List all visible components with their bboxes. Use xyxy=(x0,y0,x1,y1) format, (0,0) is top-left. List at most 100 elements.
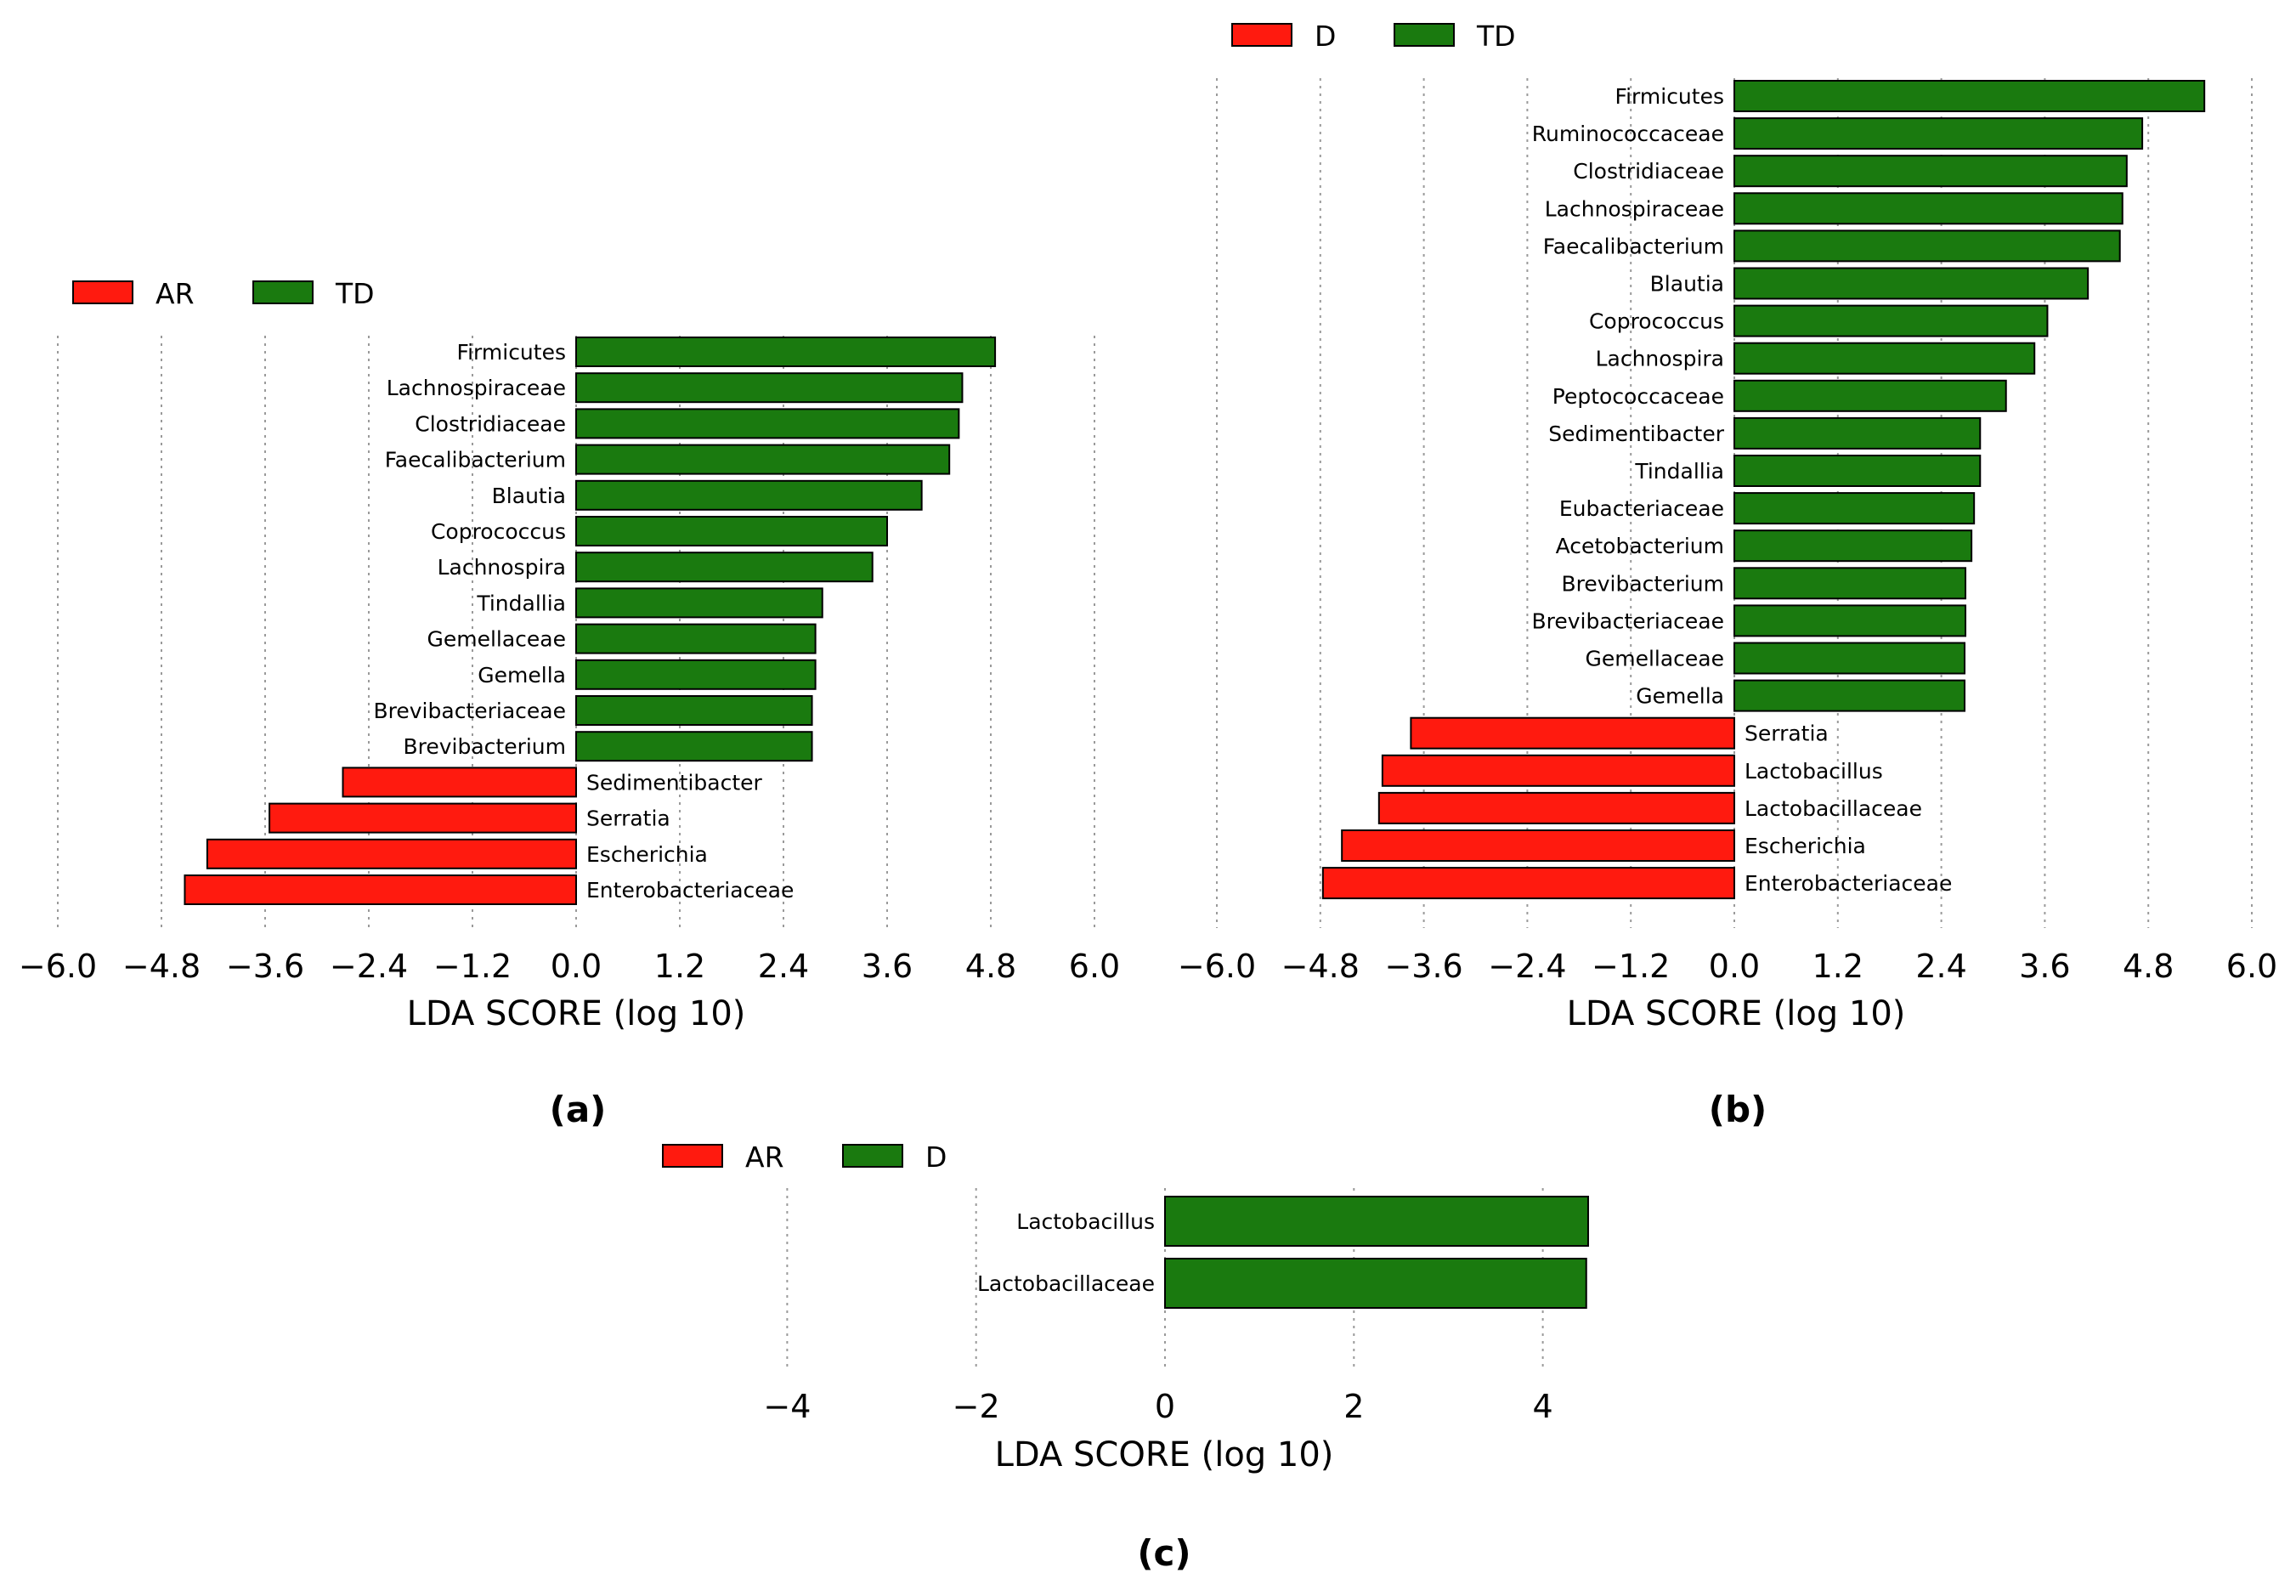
panel-b-bar xyxy=(1733,267,2090,300)
panel-b-bar-label: Lactobacillaceae xyxy=(1745,796,1922,821)
panel-b-bar-label: Escherichia xyxy=(1745,834,1866,858)
panel-b-bar xyxy=(1733,117,2144,150)
panel-a-tick-label: 2.4 xyxy=(758,948,809,985)
panel-a-tick-label: 3.6 xyxy=(862,948,913,985)
panel-b-bar-label: Brevibacterium xyxy=(1561,571,1724,596)
panel-a-bar xyxy=(575,479,923,511)
panel-b-legend-label-1: D xyxy=(1315,20,1336,53)
panel-a-bar xyxy=(575,372,964,404)
panel-b-bar xyxy=(1733,379,2007,412)
panel-a-legend: AR TD xyxy=(72,277,375,310)
panel-a-tick-label: 0.0 xyxy=(551,948,602,985)
panel-b-tick-label: 4.8 xyxy=(2123,948,2174,985)
panel-b-bar xyxy=(1733,679,1966,712)
panel-b-ticks: −6.0 −4.8 −3.6 −2.4 −1.2 0.0 1.2 2.4 3.6 4.8 6.0 xyxy=(1178,948,2277,985)
panel-a-tick-label: 1.2 xyxy=(654,948,705,985)
panel-a-bar xyxy=(575,695,813,726)
panel-a: Firmicutes Lachnospiraceae Clostridiaceae F… xyxy=(19,277,1120,1130)
panel-a-ticks: −6.0 −4.8 −3.6 −2.4 −1.2 0.0 1.2 2.4 3.6 4.8 6.0 xyxy=(19,948,1120,985)
panel-c-bar-labels: Lactobacillus Lactobacillaceae xyxy=(977,1209,1155,1296)
panel-a-tick-label: −4.8 xyxy=(122,948,201,985)
panel-b-tick-label: 3.6 xyxy=(2019,948,2070,985)
panel-a-bar xyxy=(575,731,813,762)
panel-b-bar-label: Gemella xyxy=(1636,684,1724,709)
panel-b-legend-label-2: TD xyxy=(1476,20,1516,53)
panel-b-bar-label: Firmicutes xyxy=(1615,84,1724,109)
panel-a-bar-label: Escherichia xyxy=(586,842,708,867)
panel-b-bar xyxy=(1733,492,1976,525)
panel-a-bar xyxy=(575,587,823,619)
panel-c-label: (c) xyxy=(1137,1532,1190,1574)
panel-c-bar-label: Lactobacillus xyxy=(1016,1209,1155,1234)
panel-c-bar xyxy=(1164,1196,1589,1247)
panel-a-legend-label-1: AR xyxy=(156,277,195,310)
panel-b-tick-label: 0.0 xyxy=(1709,948,1760,985)
panel-b-bar xyxy=(1733,604,1967,637)
panel-b-tick-label: −4.8 xyxy=(1281,948,1360,985)
panel-b-bar xyxy=(1733,642,1966,675)
panel-b-label: (b) xyxy=(1709,1089,1767,1130)
panel-b-bar xyxy=(1733,80,2206,112)
panel-b-x-axis-title: LDA SCORE (log 10) xyxy=(1567,994,1906,1033)
panel-b-bar-label: Serratia xyxy=(1745,722,1829,746)
panel-a-bar-label: Clostridiaceae xyxy=(415,411,566,436)
panel-a-tick-label: −1.2 xyxy=(433,948,512,985)
panel-b-bar xyxy=(1410,716,1735,750)
panel-b-bar xyxy=(1321,867,1735,900)
panel-b-bar xyxy=(1733,229,2121,263)
panel-a-bar-label: Gemellaceae xyxy=(427,627,566,652)
panel-b-bar xyxy=(1381,754,1735,787)
panel-b-bar-labels: Firmicutes Ruminococcaceae Clostridiaceae L… xyxy=(1532,84,1953,896)
panel-c-legend-swatch-2 xyxy=(842,1144,903,1168)
panel-b-bar-label: Tindallia xyxy=(1634,459,1724,484)
panel-a-legend-swatch-2 xyxy=(252,280,314,304)
panel-a-bar xyxy=(575,337,997,367)
panel-b-bar-label: Clostridiaceae xyxy=(1573,159,1724,184)
panel-a-legend-label-2: TD xyxy=(335,277,375,310)
panel-c-bars xyxy=(1164,1196,1589,1309)
panel-c-tick-label: −4 xyxy=(763,1388,811,1425)
panel-b-bar-label: Coprococcus xyxy=(1589,309,1724,334)
panel-a-bar-label: Serratia xyxy=(586,806,670,831)
panel-a-bar xyxy=(575,623,817,654)
panel-b-tick-label: 6.0 xyxy=(2226,948,2277,985)
panel-b-bar-label: Lachnospira xyxy=(1596,347,1724,371)
panel-a-tick-label: 4.8 xyxy=(965,948,1016,985)
panel-b-tick-label: −3.6 xyxy=(1384,948,1462,985)
panel-a-bar-label: Coprococcus xyxy=(431,519,566,544)
panel-a-bar-label: Tindallia xyxy=(476,591,566,615)
panel-b-bar-label: Gemellaceae xyxy=(1585,647,1724,671)
panel-b-legend-swatch-1 xyxy=(1231,23,1292,47)
panel-b-bar-label: Eubacteriaceae xyxy=(1559,496,1724,521)
panel-a-bar-label: Lachnospira xyxy=(438,555,566,580)
panel-b-tick-label: 1.2 xyxy=(1812,948,1863,985)
panel-b-legend: D TD xyxy=(1231,20,1516,53)
panel-c-tick-label: 0 xyxy=(1155,1388,1175,1425)
panel-c-bar xyxy=(1164,1258,1587,1309)
panel-c-x-axis-title: LDA SCORE (log 10) xyxy=(995,1435,1334,1474)
panel-a-bar-label: Enterobacteriaceae xyxy=(586,878,794,903)
panel-a-bar xyxy=(575,408,960,439)
panel-b-bar xyxy=(1733,567,1967,600)
panel-a-bar-label: Brevibacteriaceae xyxy=(374,699,567,723)
panel-b-bar xyxy=(1377,791,1735,824)
panel-b-bar-label: Peptococcaceae xyxy=(1552,384,1724,409)
panel-a-bar xyxy=(269,802,577,834)
panel-a-legend-swatch-1 xyxy=(72,280,133,304)
panel-c-ticks: −4 −2 0 2 4 xyxy=(763,1388,1552,1425)
panel-a-bar-label: Brevibacterium xyxy=(403,734,566,759)
panel-a-bar xyxy=(206,838,577,869)
panel-b-bar-label: Lachnospiraceae xyxy=(1545,196,1724,221)
panel-a-bar-label: Gemella xyxy=(478,663,566,688)
panel-b-bar xyxy=(1733,342,2036,375)
panel-a-tick-label: −2.4 xyxy=(330,948,408,985)
panel-b-tick-label: −6.0 xyxy=(1178,948,1256,985)
panel-b-bar-label: Lactobacillus xyxy=(1745,759,1883,784)
panel-a-x-axis-title: LDA SCORE (log 10) xyxy=(407,994,746,1033)
panel-b-bar xyxy=(1733,455,1982,487)
panel-a-bar xyxy=(575,444,951,475)
panel-c-legend-label-2: D xyxy=(925,1140,947,1174)
panel-b-bars xyxy=(1321,80,2206,900)
panel-b-bar xyxy=(1733,529,1973,563)
